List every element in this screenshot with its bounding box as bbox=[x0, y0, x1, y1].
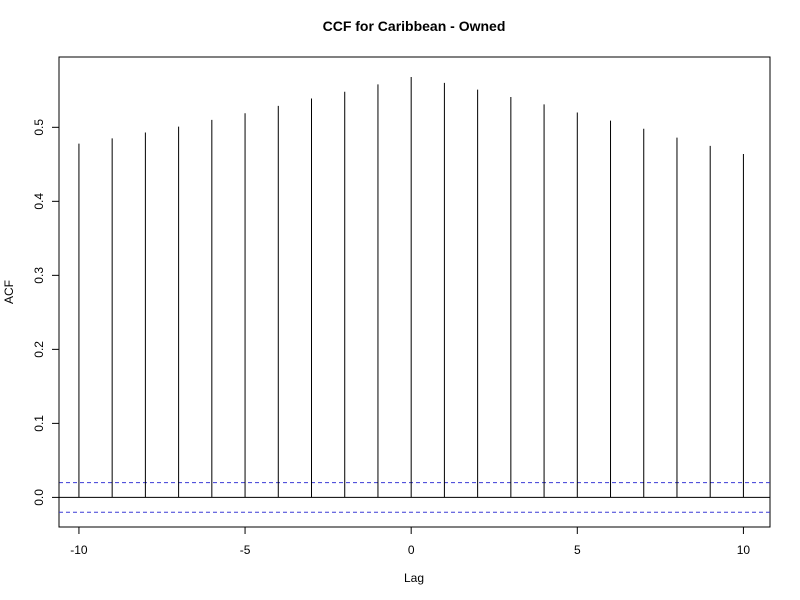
x-tick-label: -10 bbox=[70, 543, 88, 557]
y-tick-label: 0.4 bbox=[32, 193, 46, 210]
y-tick-label: 0.2 bbox=[32, 341, 46, 358]
y-tick-label: 0.1 bbox=[32, 415, 46, 432]
y-tick-label: 0.3 bbox=[32, 267, 46, 284]
x-tick-label: 10 bbox=[737, 543, 751, 557]
plot-area-frame bbox=[58, 56, 771, 528]
y-tick-label: 0.5 bbox=[32, 119, 46, 136]
x-axis-label: Lag bbox=[404, 571, 424, 585]
x-axis: -10 -5 0 5 10 bbox=[70, 526, 751, 557]
y-axis-label: ACF bbox=[2, 280, 16, 304]
y-tick-label: 0.0 bbox=[32, 489, 46, 506]
ccf-bars-group bbox=[78, 76, 744, 498]
x-tick-label: 0 bbox=[408, 543, 415, 557]
x-tick-label: -5 bbox=[240, 543, 251, 557]
chart-title: CCF for Caribbean - Owned bbox=[323, 18, 506, 34]
y-axis: 0.0 0.1 0.2 0.3 0.4 0.5 bbox=[32, 119, 60, 506]
x-tick-label: 5 bbox=[574, 543, 581, 557]
